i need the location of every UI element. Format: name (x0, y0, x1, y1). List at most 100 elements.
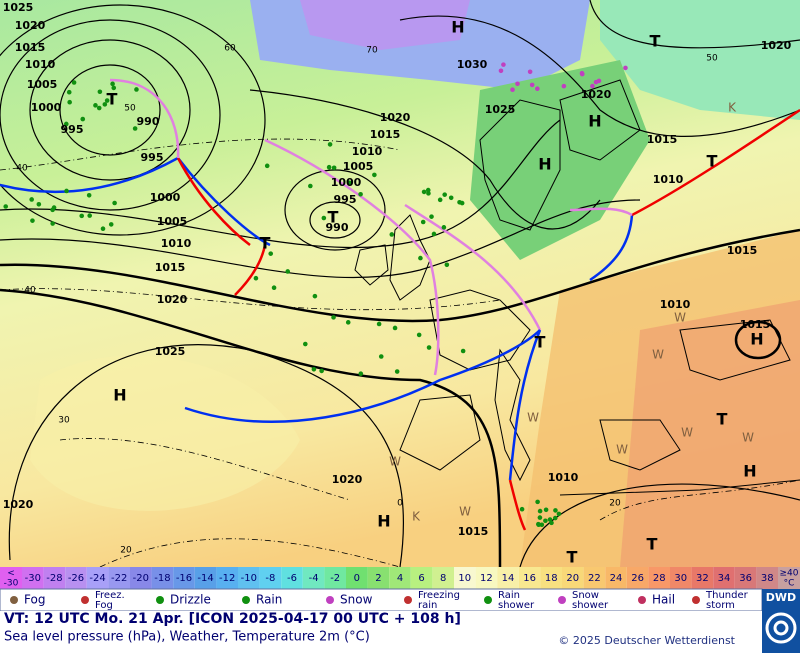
scale-cell (497, 567, 519, 589)
isobar-label: 1015 (370, 128, 401, 141)
rain-dot (460, 348, 466, 354)
isobar-label: 1025 (485, 103, 516, 116)
isobar-label: 1020 (157, 293, 188, 306)
rain-dot (79, 213, 85, 219)
rain-dot (345, 320, 351, 325)
rain-dot (285, 269, 291, 274)
scale-cell (734, 567, 757, 589)
rain-dot (519, 506, 525, 512)
rain-dot (437, 197, 443, 203)
scale-label: 10 (458, 573, 471, 584)
rain-dot (537, 508, 543, 514)
rain-dot (108, 222, 114, 227)
rain-dot (312, 293, 318, 299)
isobar-label: 1000 (31, 101, 62, 114)
scale-label: -20 (133, 573, 149, 584)
scale-label: 24 (610, 573, 623, 584)
rain-dot (426, 191, 431, 196)
warm-area (620, 300, 800, 567)
legend-label: Rain (256, 593, 282, 607)
rain-dot (64, 188, 69, 194)
rain-dot (394, 369, 400, 374)
rain-dot (80, 116, 86, 122)
isobar-label: 1030 (457, 58, 488, 71)
isobar-label: 1020 (332, 473, 363, 486)
rain-dot (253, 275, 259, 281)
rain-dot (327, 142, 333, 147)
isobar-label: 1000 (150, 191, 181, 204)
scale-label: 0 (354, 573, 360, 584)
rain-dot (378, 354, 384, 359)
weather-letter: K (728, 101, 737, 115)
weather-letter: W (527, 411, 539, 425)
weather-letter: W (652, 348, 664, 362)
scale-label: 8 (440, 573, 446, 584)
scale-cell (281, 567, 303, 589)
pressure-center: T (567, 548, 578, 567)
description: Sea level pressure (hPa), Weather, Tempe… (4, 630, 370, 645)
map-labels: 1025 1020 1015 1010 1005 1000 995 990 995 1000 100… (3, 1, 792, 567)
rain-dot (543, 507, 549, 513)
scale-label: 30 (674, 573, 687, 584)
weather-letter: W (681, 426, 693, 440)
scale-cell (410, 567, 433, 589)
rain-dot (331, 315, 336, 320)
rain-dot (536, 522, 541, 528)
rain-dot (303, 341, 308, 347)
cool-area (600, 0, 800, 120)
scale-label: 18 (545, 573, 558, 584)
rain-dot (71, 80, 77, 85)
isobar-label: 1020 (3, 498, 34, 511)
scale-label: < (7, 569, 15, 579)
pressure-center: T (260, 234, 271, 253)
rain-dot (96, 105, 102, 111)
rain-dot (66, 89, 72, 95)
legend-label: shower (498, 600, 535, 611)
pressure-center: T (647, 535, 658, 554)
weather-letter: W (674, 311, 686, 325)
rain-dot (110, 81, 115, 87)
fronts (0, 78, 800, 531)
pressure-center: H (588, 112, 601, 131)
scale-cell (756, 567, 778, 589)
rain-dot (515, 81, 520, 87)
rain-dot (425, 187, 431, 193)
legend-icon (81, 596, 89, 604)
scale-label: -22 (111, 573, 127, 584)
rain-dot (448, 195, 454, 201)
scale-label: 32 (696, 573, 709, 584)
scale-label: -28 (46, 573, 62, 584)
scale-label: -4 (309, 573, 319, 584)
pressure-center: H (538, 155, 551, 174)
weather-letter: W (742, 431, 754, 445)
valid-time: VT: 12 UTC Mo. 21 Apr. [ICON 2025-04-17 … (4, 611, 461, 627)
isobar-label: 1020 (581, 88, 612, 101)
rain-dot (418, 255, 423, 261)
isobars (0, 0, 800, 568)
isobar-label: 1015 (458, 525, 489, 538)
pressure-center: H (113, 386, 126, 405)
rain-dot (543, 518, 548, 524)
scale-cell (324, 567, 346, 589)
scale-cell (65, 567, 87, 589)
scale-cell (432, 567, 454, 589)
rain-dot (498, 68, 504, 74)
rain-dot (308, 183, 313, 189)
scale-label: 20 (566, 573, 579, 584)
scale-cell (540, 567, 562, 589)
scale-label: -8 (265, 573, 275, 584)
logo-swirl (773, 620, 789, 636)
isotherm-label: 20 (120, 546, 132, 556)
rain-dot (134, 87, 139, 92)
rain-dot (535, 499, 540, 505)
pressure-center: H (750, 330, 763, 349)
pressure-center: H (743, 462, 756, 481)
rain-dot (30, 218, 35, 223)
isobar-label: 1010 (548, 471, 579, 484)
scale-label: 14 (502, 573, 515, 584)
scale-cell (346, 567, 368, 589)
scale-label: 12 (480, 573, 493, 584)
rain-dot (441, 225, 447, 230)
scale-cell (389, 567, 411, 589)
scale-cell (302, 567, 325, 589)
